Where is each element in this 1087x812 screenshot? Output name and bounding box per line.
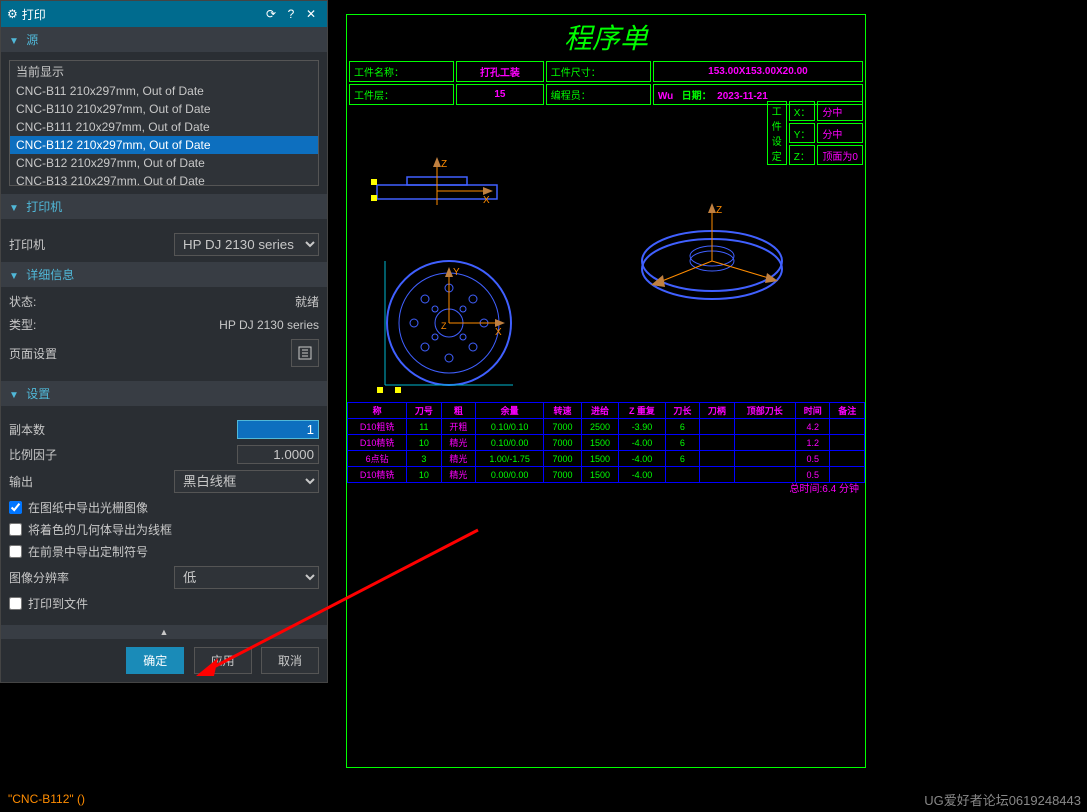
part-front-view: Z X bbox=[357, 155, 517, 215]
section-printer-header[interactable]: ▼ 打印机 bbox=[1, 194, 327, 219]
chevron-down-icon: ▼ bbox=[9, 271, 19, 282]
refresh-icon[interactable]: ⟳ bbox=[261, 7, 281, 21]
source-item[interactable]: CNC-B12 210x297mm, Out of Date bbox=[10, 154, 318, 172]
svg-text:X: X bbox=[495, 327, 502, 338]
part-top-view: X Y Z bbox=[369, 243, 529, 403]
dialog-titlebar[interactable]: ⚙ 打印 ⟳ ? ✕ bbox=[1, 1, 327, 27]
printer-label: 打印机 bbox=[9, 236, 174, 253]
hdr-k4: 编程员： bbox=[546, 84, 651, 105]
cad-viewport[interactable]: 程序单 工件名称： 打孔工装 工件尺寸： 153.00X153.00X20.00… bbox=[328, 0, 1087, 782]
source-item[interactable]: 当前显示 bbox=[10, 61, 318, 82]
hdr-v1: 打孔工装 bbox=[456, 61, 544, 82]
chevron-down-icon: ▼ bbox=[9, 36, 19, 47]
svg-text:Z: Z bbox=[441, 159, 447, 170]
source-item[interactable]: CNC-B111 210x297mm, Out of Date bbox=[10, 118, 318, 136]
res-label: 图像分辨率 bbox=[9, 569, 174, 586]
section-source-header[interactable]: ▼ 源 bbox=[1, 27, 327, 52]
chk-custom-label: 在前景中导出定制符号 bbox=[28, 543, 148, 560]
copies-input[interactable] bbox=[237, 420, 319, 439]
source-item[interactable]: CNC-B11 210x297mm, Out of Date bbox=[10, 82, 318, 100]
section-settings-header[interactable]: ▼ 设置 bbox=[1, 381, 327, 406]
hdr-k1: 工件名称： bbox=[349, 61, 454, 82]
gear-icon: ⚙ bbox=[7, 7, 18, 21]
scale-label: 比例因子 bbox=[9, 446, 237, 463]
part-iso-view: Z bbox=[627, 201, 797, 311]
source-listbox[interactable]: 当前显示CNC-B11 210x297mm, Out of DateCNC-B1… bbox=[9, 60, 319, 186]
page-setup-button[interactable] bbox=[291, 339, 319, 367]
page-setup-label: 页面设置 bbox=[9, 345, 291, 362]
type-value: HP DJ 2130 series bbox=[219, 318, 319, 332]
section-detail-label: 详细信息 bbox=[26, 268, 74, 282]
page-setup-icon bbox=[297, 345, 313, 361]
output-select[interactable]: 黑白线框 bbox=[174, 470, 319, 493]
watermark: UG爱好者论坛0619248443 bbox=[924, 790, 1081, 809]
scale-input[interactable] bbox=[237, 445, 319, 464]
sheet-title: 程序单 bbox=[347, 15, 865, 59]
help-icon[interactable]: ? bbox=[281, 7, 301, 21]
chk-tofile-label: 打印到文件 bbox=[28, 595, 88, 612]
status-value: 就绪 bbox=[295, 293, 319, 310]
hdr-v3: 15 bbox=[456, 84, 544, 105]
close-icon[interactable]: ✕ bbox=[301, 7, 321, 21]
ok-button[interactable]: 确定 bbox=[126, 647, 184, 674]
svg-text:Z: Z bbox=[441, 321, 447, 331]
section-source-body: 当前显示CNC-B11 210x297mm, Out of DateCNC-B1… bbox=[1, 52, 327, 194]
printer-select[interactable]: HP DJ 2130 series bbox=[174, 233, 319, 256]
chk-raster-label: 在图纸中导出光栅图像 bbox=[28, 499, 148, 516]
section-source-label: 源 bbox=[26, 33, 38, 47]
chk-shaded[interactable] bbox=[9, 523, 22, 536]
svg-text:Z: Z bbox=[716, 205, 722, 216]
svg-text:Y: Y bbox=[453, 267, 460, 278]
status-text: "CNC-B112" () bbox=[8, 792, 85, 806]
source-item[interactable]: CNC-B13 210x297mm, Out of Date bbox=[10, 172, 318, 186]
section-printer-body: 打印机 HP DJ 2130 series ▼ 详细信息 状态: 就绪 类型: … bbox=[1, 219, 327, 381]
copies-label: 副本数 bbox=[9, 421, 237, 438]
chevron-down-icon: ▼ bbox=[9, 203, 19, 214]
type-label: 类型: bbox=[9, 316, 219, 333]
side-label: 工件设定 bbox=[767, 101, 787, 165]
operation-table: 称刀号粗余量转速进给Z 重复刀长刀柄顶部刀长时间备注 D10粗铣11开粗0.10… bbox=[347, 402, 865, 483]
hdr-k3: 工件层： bbox=[349, 84, 454, 105]
chk-tofile[interactable] bbox=[9, 597, 22, 610]
chk-custom[interactable] bbox=[9, 545, 22, 558]
chk-raster[interactable] bbox=[9, 501, 22, 514]
section-printer-label: 打印机 bbox=[26, 200, 62, 214]
output-label: 输出 bbox=[9, 473, 174, 490]
side-table: 工件设定 X：分中 Y：分中 Z：顶面为0 bbox=[765, 99, 865, 167]
status-label: 状态: bbox=[9, 293, 295, 310]
hdr-k2: 工件尺寸： bbox=[546, 61, 651, 82]
total-time: 总时间:6.4 分钟 bbox=[784, 478, 865, 497]
svg-text:X: X bbox=[483, 195, 490, 206]
chk-shaded-label: 将着色的几何体导出为线框 bbox=[28, 521, 172, 538]
section-settings-label: 设置 bbox=[26, 387, 50, 401]
section-detail-header[interactable]: ▼ 详细信息 bbox=[1, 262, 327, 287]
chevron-down-icon: ▼ bbox=[9, 390, 19, 401]
source-item[interactable]: CNC-B110 210x297mm, Out of Date bbox=[10, 100, 318, 118]
hdr-v2: 153.00X153.00X20.00 bbox=[653, 61, 863, 82]
dialog-title: 打印 bbox=[22, 6, 261, 23]
annotation-arrow bbox=[188, 520, 488, 690]
source-item[interactable]: CNC-B112 210x297mm, Out of Date bbox=[10, 136, 318, 154]
